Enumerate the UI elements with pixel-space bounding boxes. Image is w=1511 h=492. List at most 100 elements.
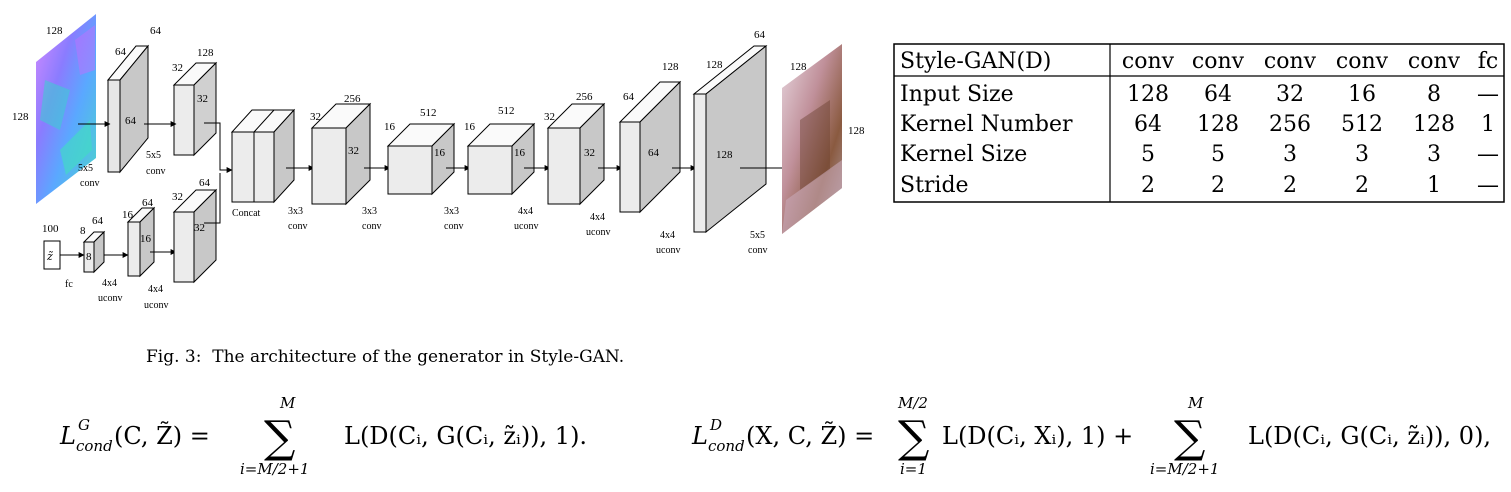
normal-map-input: [36, 14, 96, 204]
op-o4-kernel: 3x3: [362, 206, 377, 217]
op-o6-kernel: 4x4: [518, 206, 533, 217]
table-cell: 5: [1141, 142, 1155, 167]
uconv-block-128: [618, 80, 682, 214]
table-cell: 64: [1134, 112, 1162, 137]
z-block-16: [126, 206, 156, 278]
op-o3-type: conv: [288, 221, 307, 232]
u1-depth: 256: [576, 91, 593, 103]
z16-depth: 64: [142, 197, 154, 209]
conv-block-512-b: [466, 122, 536, 196]
eq1-lhs-args: (C, Z̃) =: [114, 422, 210, 450]
op-o1-type: conv: [80, 178, 99, 189]
table-cell: 128: [1127, 82, 1169, 107]
op-oz1-type: uconv: [98, 293, 122, 304]
table-header-cell: conv: [1336, 49, 1389, 74]
z32-size: 32: [172, 191, 183, 203]
block-b1-depth: 64: [115, 46, 127, 58]
table-cell: 3: [1283, 142, 1297, 167]
eq1-sum-bottom: i=M/2+1: [240, 460, 309, 478]
op-o9-type: conv: [748, 245, 767, 256]
table-cell: Kernel Size: [900, 142, 1027, 167]
op-o7-kernel: 4x4: [590, 212, 605, 223]
table-cell: —: [1477, 173, 1499, 198]
eq2-body2: L(D(Cᵢ, G(Cᵢ, z̃ᵢ)), 0),: [1248, 422, 1491, 450]
table-cell: 2: [1141, 173, 1155, 198]
eq2-lhs-sub: cond: [708, 437, 745, 455]
figure-caption: Fig. 3: The architecture of the generato…: [146, 347, 624, 367]
eq2-sum2-top: M: [1187, 394, 1204, 412]
conv-block-512: [386, 122, 456, 196]
table-header-cell: fc: [1478, 49, 1498, 74]
table-cell: Kernel Number: [900, 112, 1073, 137]
op-o1-kernel: 5x5: [78, 163, 93, 174]
z-fc-label: fc: [65, 279, 73, 290]
table-cell: 1: [1427, 173, 1441, 198]
table-cell: 32: [1276, 82, 1304, 107]
u1-size: 32: [544, 111, 555, 123]
table-cell: 256: [1269, 112, 1311, 137]
z-block-8: [82, 230, 106, 274]
eq2-sum1-bottom: i=1: [900, 460, 927, 478]
c1-size: 32: [310, 111, 321, 123]
z-size-label: 100: [42, 223, 59, 235]
table-header-cell: conv: [1264, 49, 1317, 74]
table-cell: 128: [1413, 112, 1455, 137]
z-block-32: [172, 188, 218, 284]
op-o6-type: uconv: [514, 221, 538, 232]
op-oz2-kernel: 4x4: [148, 284, 163, 295]
eq1-lhs-sub: cond: [76, 437, 113, 455]
eq2-lhs: L: [691, 422, 708, 450]
op-o2-type: conv: [146, 166, 165, 177]
op-o2-kernel: 5x5: [146, 150, 161, 161]
eq1-lhs-sup: G: [78, 416, 90, 434]
block-b2-size: 32: [172, 62, 183, 74]
table-cell: 3: [1427, 142, 1441, 167]
block-b1-size: 64: [150, 25, 162, 37]
z32-side: 32: [194, 222, 205, 234]
table-cell: 16: [1348, 82, 1376, 107]
table-cell: 1: [1481, 112, 1495, 137]
block-b2-side: 32: [197, 93, 208, 105]
table-header-cell: conv: [1192, 49, 1245, 74]
table-cells: Style-GAN(D) conv conv conv conv conv fcInput …: [900, 49, 1499, 198]
table-cell: 64: [1204, 82, 1232, 107]
op-o3-kernel: 3x3: [288, 206, 303, 217]
block-b1-side: 64: [125, 115, 137, 127]
c1-depth: 256: [344, 93, 361, 105]
u3-side: 128: [716, 149, 733, 161]
eq2-sum1-top: M/2: [897, 394, 928, 412]
eq1-body: L(D(Cᵢ, G(Cᵢ, z̃ᵢ)), 1).: [344, 422, 587, 450]
table-cell: 512: [1341, 112, 1383, 137]
output-width-label: 128: [848, 125, 865, 137]
eq2-sum1-symbol: ∑: [898, 412, 929, 463]
table-cell: 8: [1427, 82, 1441, 107]
uconv-block-256: [546, 102, 606, 206]
discriminator-table: [893, 43, 1505, 203]
arrow: [204, 173, 221, 224]
eq2-lhs-args: (X, C, Z̃) =: [746, 422, 874, 450]
output-image: [782, 44, 842, 234]
table-cell: 3: [1355, 142, 1369, 167]
table-cell: 2: [1355, 173, 1369, 198]
op-o8-kernel: 4x4: [660, 230, 675, 241]
table-cell: 2: [1211, 173, 1225, 198]
conv-block-128: [172, 61, 218, 157]
z8-size: 8: [80, 225, 86, 237]
op-o8-type: uconv: [656, 245, 680, 256]
table-header-cell: conv: [1122, 49, 1175, 74]
z32-depth: 64: [199, 177, 211, 189]
table-header-cell: Style-GAN(D): [900, 49, 1051, 74]
eq2-body1: L(D(Cᵢ, Xᵢ), 1) +: [942, 422, 1133, 450]
table-cell: 5: [1211, 142, 1225, 167]
u2-depth: 128: [662, 61, 679, 73]
op-o5-kernel: 3x3: [444, 206, 459, 217]
eq1-lhs: L: [59, 422, 76, 450]
eq1-sum-top: M: [279, 394, 296, 412]
conv-block-256: [310, 102, 372, 206]
table-header-cell: conv: [1408, 49, 1461, 74]
u2-size: 64: [623, 91, 635, 103]
z8-side: 8: [86, 251, 92, 263]
conv-block-64: [106, 44, 150, 174]
eq2-lhs-sup: D: [709, 416, 722, 434]
table-cell: Input Size: [900, 82, 1014, 107]
